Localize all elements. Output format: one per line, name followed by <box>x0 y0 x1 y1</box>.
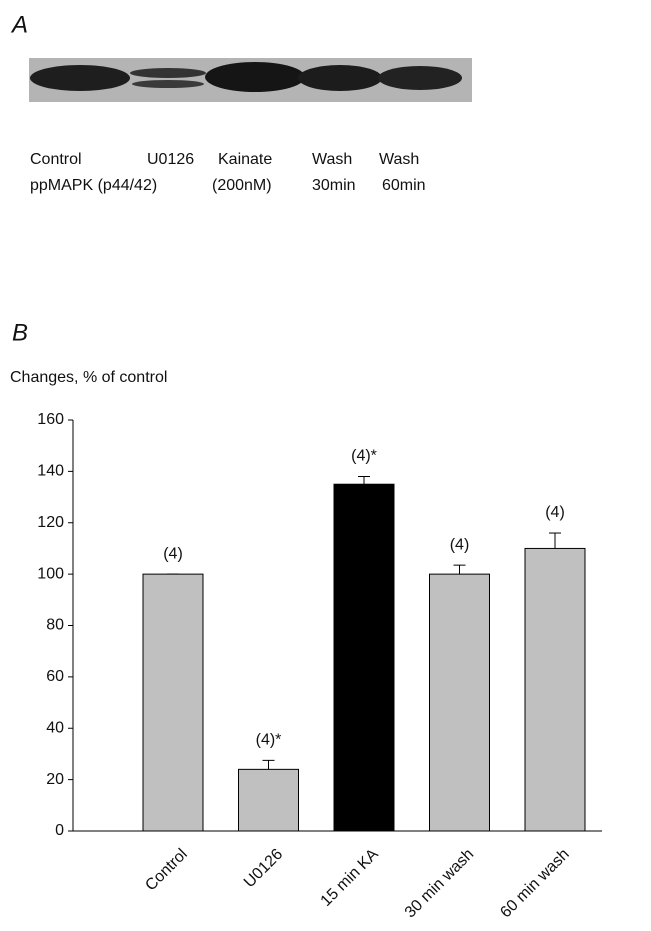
lane-label: Wash <box>312 151 352 168</box>
x-tick-label: 15 min KA <box>318 846 382 910</box>
bar <box>430 574 490 831</box>
y-tick-label: 140 <box>37 463 64 480</box>
annotation: (4) <box>163 545 183 562</box>
lane-label: 30min <box>312 177 356 194</box>
y-tick-label: 20 <box>46 771 64 788</box>
lane-label: Kainate <box>218 151 272 168</box>
lane-label: U0126 <box>147 151 194 168</box>
y-tick-label: 160 <box>37 411 64 428</box>
x-tick-label: Control <box>142 846 191 895</box>
x-tick-label: 60 min wash <box>497 846 573 922</box>
lane-label: Wash <box>379 151 419 168</box>
lane-label: Control <box>30 151 82 168</box>
bar <box>334 484 394 831</box>
annotation: (4) <box>545 504 565 521</box>
annotation: (4)* <box>351 448 377 465</box>
blot-image <box>29 58 472 102</box>
y-tick-label: 120 <box>37 514 64 531</box>
y-tick-label: 80 <box>46 617 64 634</box>
y-tick-label: 100 <box>37 565 64 582</box>
x-tick-label: U0126 <box>241 846 286 891</box>
bar <box>143 574 203 831</box>
bar <box>525 548 585 831</box>
y-axis-title: Changes, % of control <box>10 369 167 386</box>
x-tick-label: 30 min wash <box>402 846 478 922</box>
panel-label: A <box>10 11 28 38</box>
lane-label: ppMAPK (p44/42) <box>30 177 157 194</box>
annotation: (4) <box>450 536 470 553</box>
annotation: (4)* <box>256 732 282 749</box>
bar <box>239 769 299 831</box>
panel-label: B <box>12 319 28 346</box>
lane-label: (200nM) <box>212 177 272 194</box>
lane-label: 60min <box>382 177 426 194</box>
y-tick-label: 40 <box>46 719 64 736</box>
figure: A Control U0126 Kainate Wash Wash ppMAPK… <box>0 0 651 931</box>
y-tick-label: 60 <box>46 668 64 685</box>
y-tick-label: 0 <box>55 822 64 839</box>
